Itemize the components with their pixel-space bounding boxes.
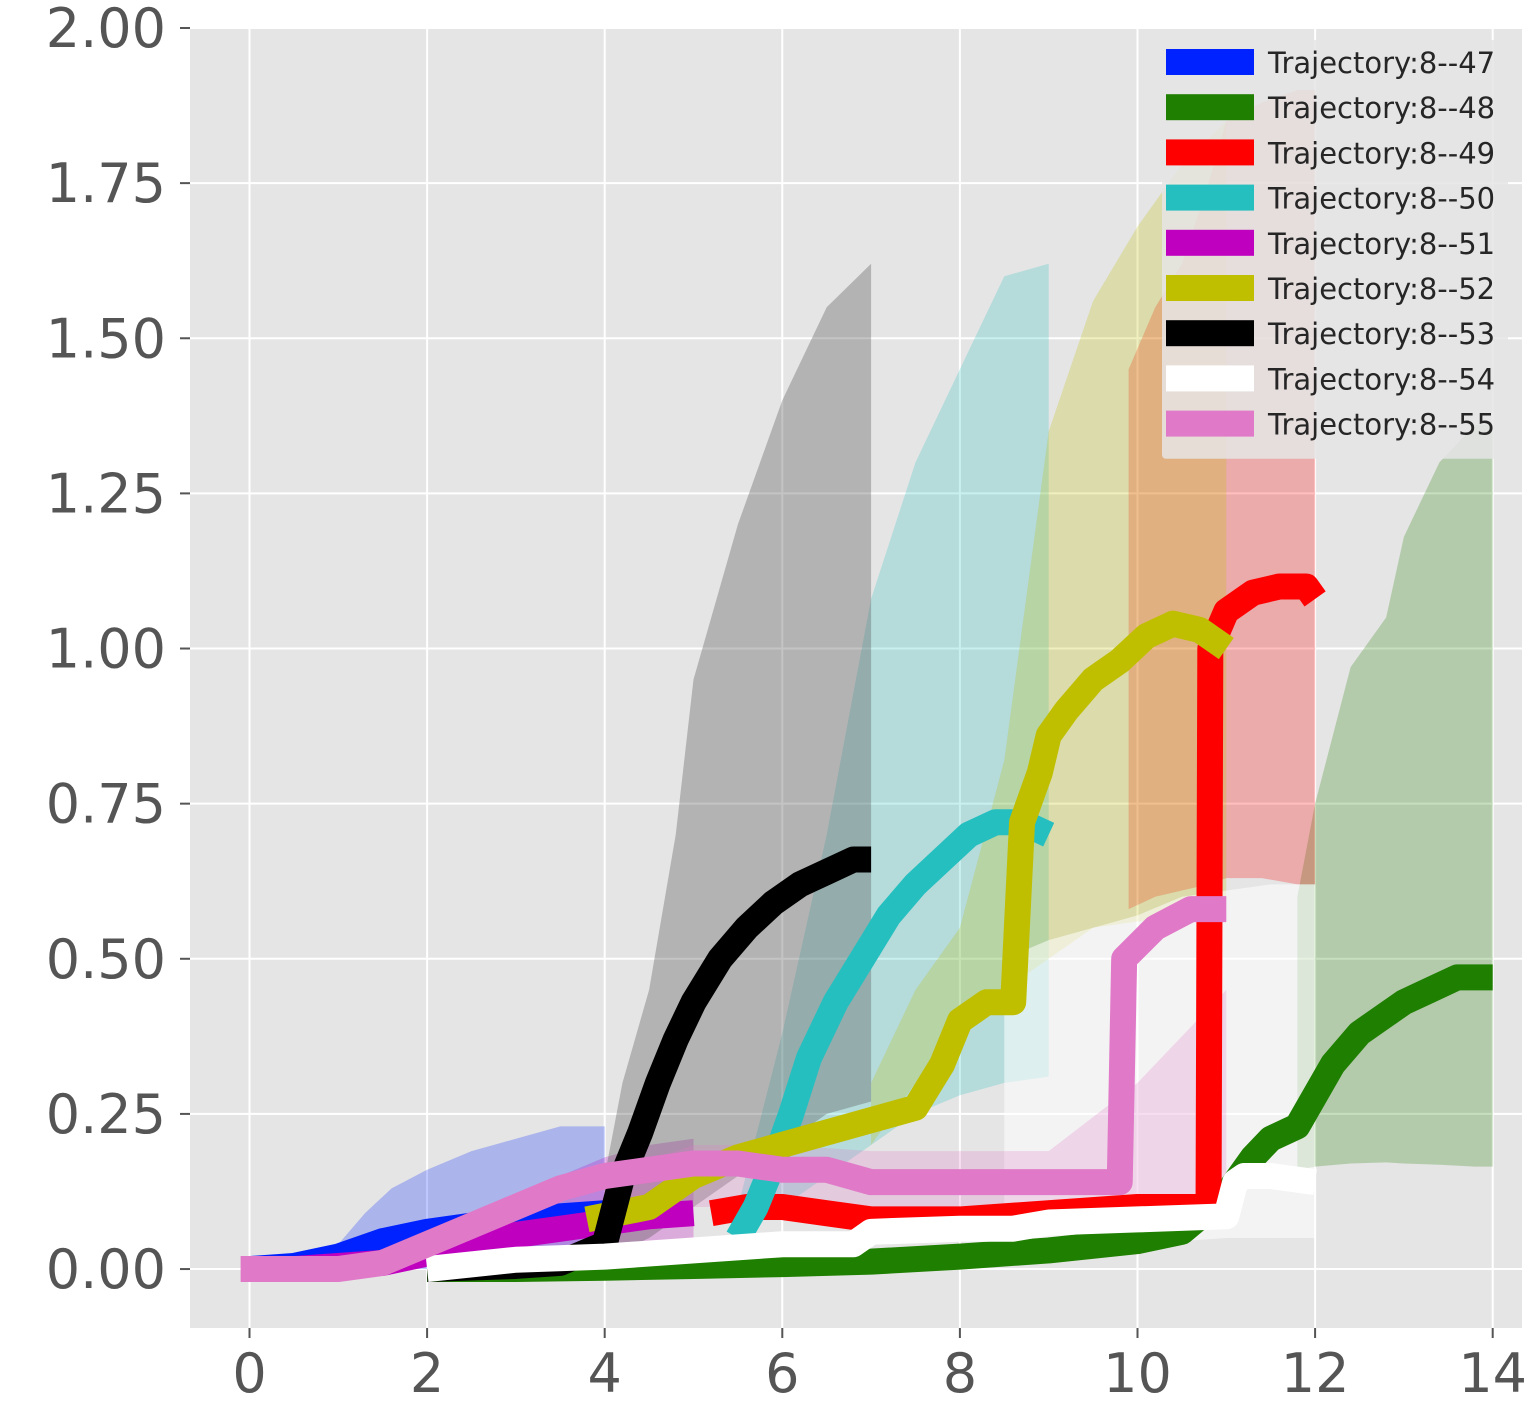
y-tick-label: 0.00	[46, 1238, 166, 1301]
y-tick-label: 1.75	[46, 152, 166, 215]
legend-label: Trajectory:8--52	[1267, 272, 1495, 306]
legend-label: Trajectory:8--53	[1267, 317, 1495, 351]
legend-swatch	[1166, 320, 1254, 347]
band-trajectory-8-52	[871, 121, 1227, 1145]
legend-swatch	[1166, 139, 1254, 166]
legend-label: Trajectory:8--55	[1267, 408, 1495, 442]
legend-swatch	[1166, 365, 1254, 392]
y-tick-label: 1.25	[46, 462, 166, 525]
y-tick-label: 1.00	[46, 618, 166, 681]
legend-label: Trajectory:8--47	[1267, 46, 1495, 80]
legend-label: Trajectory:8--48	[1267, 91, 1495, 125]
y-tick-label: 0.75	[46, 773, 166, 836]
x-tick-label: 12	[1281, 1342, 1350, 1405]
x-tick-label: 4	[588, 1342, 622, 1405]
band-trajectory-8-50	[737, 263, 1049, 1239]
series-line-trajectory-8-52	[584, 610, 1234, 1233]
legend-swatch	[1166, 49, 1254, 75]
x-tick-label: 0	[232, 1342, 266, 1405]
x-tick-label: 2	[410, 1342, 444, 1405]
legend-label: Trajectory:8--49	[1267, 136, 1495, 170]
legend-label: Trajectory:8--50	[1267, 182, 1495, 216]
x-tick-label: 8	[943, 1342, 977, 1405]
legend-swatch	[1166, 184, 1254, 211]
legend-swatch	[1166, 410, 1254, 437]
x-tick-label: 14	[1458, 1342, 1527, 1405]
legend-label: Trajectory:8--54	[1267, 362, 1495, 396]
y-tick-label: 2.00	[46, 0, 166, 60]
legend-swatch	[1166, 229, 1254, 256]
y-tick-label: 1.50	[46, 307, 166, 370]
legend-swatch	[1166, 94, 1254, 121]
y-tick-label: 0.25	[46, 1083, 166, 1146]
band-trajectory-8-53	[604, 263, 872, 1257]
legend-swatch	[1166, 275, 1254, 301]
y-tick-label: 0.50	[46, 928, 166, 991]
x-tick-label: 10	[1103, 1342, 1172, 1405]
x-tick-label: 6	[765, 1342, 799, 1405]
legend-label: Trajectory:8--51	[1267, 227, 1495, 261]
series-line-trajectory-8-54	[425, 1162, 1317, 1282]
series-line-trajectory-8-55	[240, 896, 1227, 1283]
